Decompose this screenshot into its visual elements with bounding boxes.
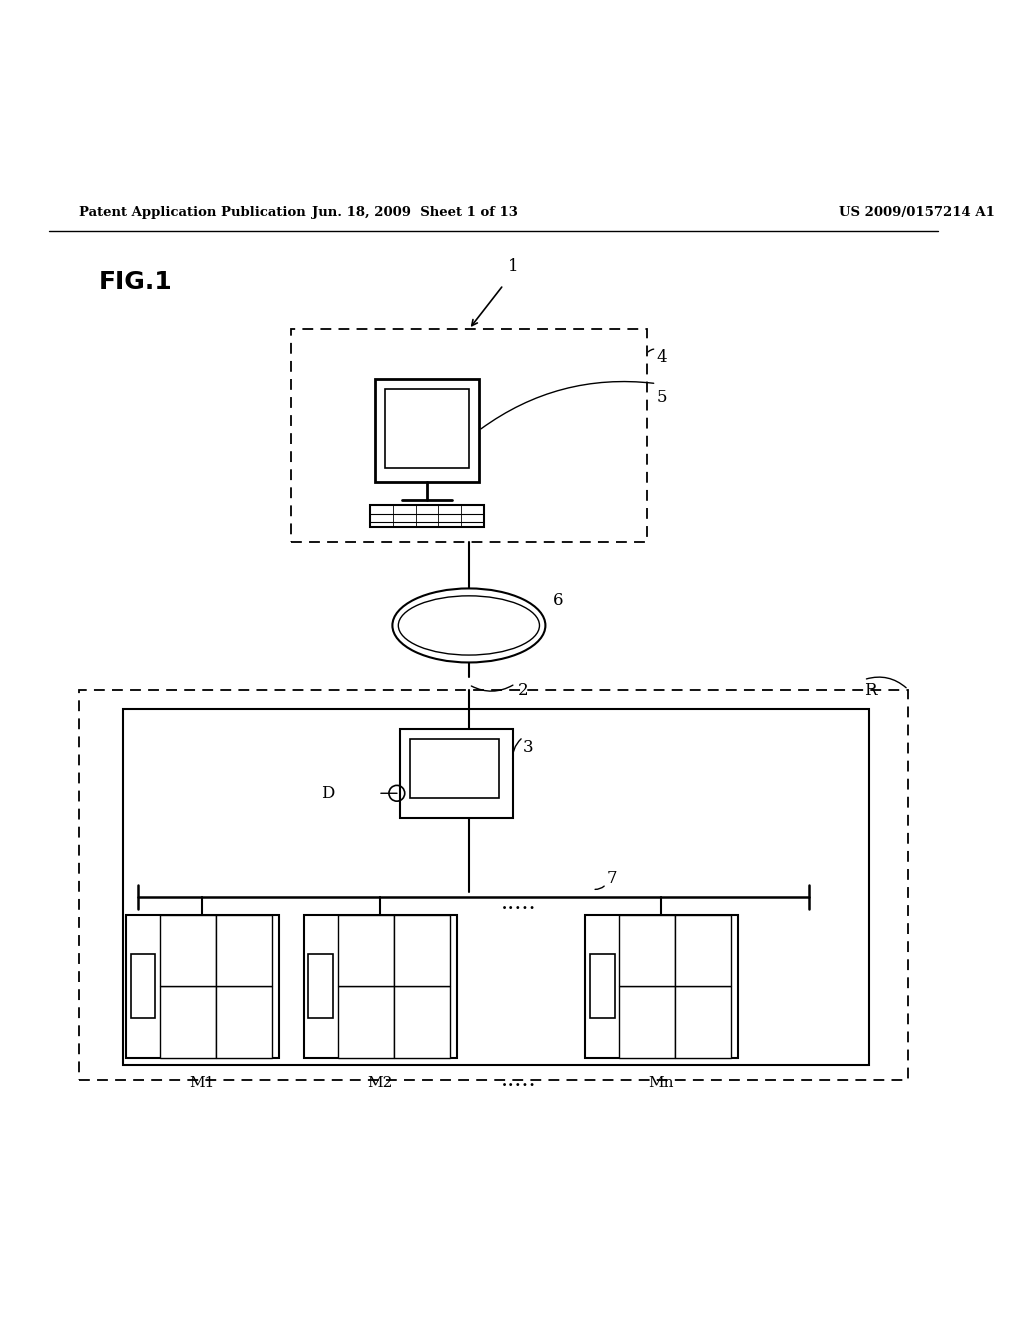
Text: ·····: ·····	[501, 898, 537, 920]
FancyBboxPatch shape	[375, 379, 479, 482]
Ellipse shape	[392, 589, 546, 663]
Text: Mn: Mn	[648, 1076, 674, 1089]
FancyBboxPatch shape	[394, 986, 450, 1057]
Text: 2: 2	[518, 681, 528, 698]
FancyBboxPatch shape	[131, 954, 156, 1018]
Text: FIG.1: FIG.1	[98, 271, 172, 294]
FancyBboxPatch shape	[338, 986, 394, 1057]
Text: Jun. 18, 2009  Sheet 1 of 13: Jun. 18, 2009 Sheet 1 of 13	[311, 206, 517, 219]
FancyBboxPatch shape	[675, 915, 731, 986]
FancyBboxPatch shape	[620, 986, 675, 1057]
Text: US 2009/0157214 A1: US 2009/0157214 A1	[839, 206, 995, 219]
FancyBboxPatch shape	[410, 739, 499, 799]
FancyBboxPatch shape	[338, 915, 394, 986]
FancyBboxPatch shape	[161, 986, 216, 1057]
FancyBboxPatch shape	[308, 954, 333, 1018]
Text: 3: 3	[523, 739, 534, 756]
Ellipse shape	[398, 595, 540, 655]
FancyBboxPatch shape	[126, 915, 279, 1057]
FancyBboxPatch shape	[675, 986, 731, 1057]
Text: M2: M2	[368, 1076, 393, 1089]
Text: 6: 6	[553, 593, 563, 610]
FancyBboxPatch shape	[620, 915, 675, 986]
FancyBboxPatch shape	[124, 709, 868, 1065]
Text: 5: 5	[656, 388, 667, 405]
FancyBboxPatch shape	[303, 915, 457, 1057]
FancyBboxPatch shape	[216, 986, 272, 1057]
FancyBboxPatch shape	[590, 954, 614, 1018]
FancyBboxPatch shape	[399, 729, 513, 818]
Text: 1: 1	[508, 257, 519, 275]
Text: ·····: ·····	[501, 1076, 537, 1097]
FancyBboxPatch shape	[216, 915, 272, 986]
FancyBboxPatch shape	[394, 915, 450, 986]
Text: R: R	[864, 681, 877, 698]
Text: 7: 7	[607, 870, 617, 887]
Text: D: D	[321, 785, 334, 801]
Text: 4: 4	[656, 348, 667, 366]
FancyBboxPatch shape	[585, 915, 738, 1057]
FancyBboxPatch shape	[371, 506, 483, 527]
FancyBboxPatch shape	[161, 915, 216, 986]
Text: Patent Application Publication: Patent Application Publication	[79, 206, 306, 219]
Text: M1: M1	[189, 1076, 215, 1089]
FancyBboxPatch shape	[385, 388, 469, 467]
